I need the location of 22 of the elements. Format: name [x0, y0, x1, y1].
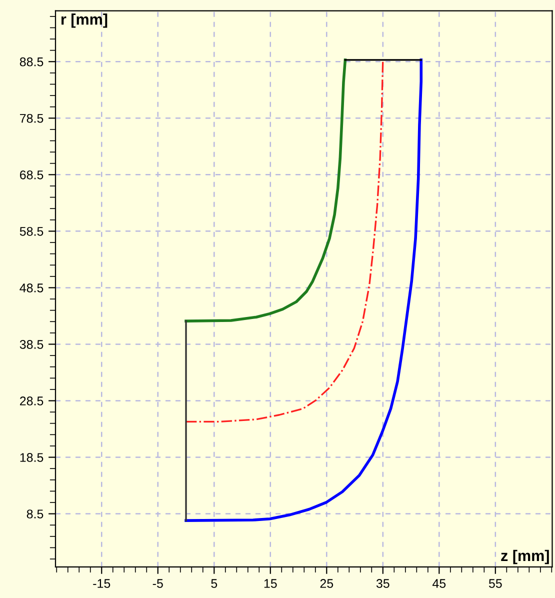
- x-tick-label: -15: [93, 579, 110, 588]
- y-tick-label: 28.5: [20, 396, 44, 406]
- line-series: [184, 58, 423, 522]
- line-series: [185, 59, 384, 422]
- x-axis-title: z [mm]: [501, 550, 549, 564]
- x-tick-label: -5: [152, 579, 163, 588]
- x-tick-label: 35: [376, 579, 390, 588]
- y-tick-label: 38.5: [20, 340, 44, 349]
- y-axis-title: r [mm]: [61, 14, 108, 28]
- y-tick-label: 58.5: [20, 226, 44, 236]
- y-tick-label: 48.5: [20, 284, 44, 292]
- x-tick-label: 25: [320, 579, 334, 588]
- x-tick-label: 15: [264, 579, 277, 588]
- y-tick-label: 68.5: [20, 170, 44, 180]
- line-series: [184, 58, 347, 322]
- x-tick-label: 45: [432, 579, 446, 588]
- y-tick-label: 18.5: [20, 453, 44, 462]
- x-tick-label: 5: [211, 579, 218, 588]
- x-tick-label: 55: [488, 579, 502, 588]
- y-tick-label: 88.5: [20, 57, 44, 66]
- y-tick-label: 78.5: [20, 114, 44, 123]
- y-tick-label: 8.5: [26, 510, 44, 518]
